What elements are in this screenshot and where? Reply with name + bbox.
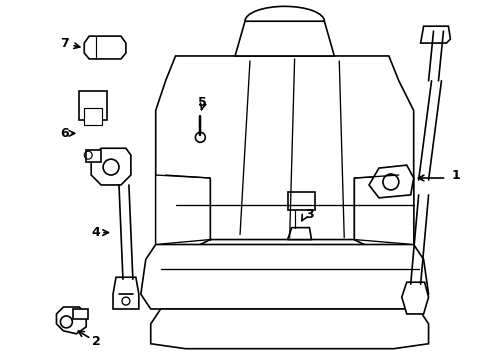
- Text: 5: 5: [198, 96, 206, 109]
- Polygon shape: [155, 175, 210, 244]
- Bar: [287, 192, 315, 210]
- Polygon shape: [420, 26, 449, 43]
- Polygon shape: [150, 309, 427, 349]
- Bar: [84, 108, 102, 125]
- Text: 7: 7: [60, 37, 69, 50]
- Polygon shape: [113, 277, 139, 309]
- Polygon shape: [235, 21, 334, 56]
- Text: 6: 6: [60, 127, 69, 140]
- Polygon shape: [84, 36, 126, 59]
- Bar: [79, 91, 107, 121]
- Text: 1: 1: [451, 168, 460, 181]
- Polygon shape: [368, 165, 413, 198]
- Text: 2: 2: [92, 335, 101, 348]
- Polygon shape: [155, 56, 413, 255]
- Polygon shape: [401, 282, 427, 314]
- Polygon shape: [86, 150, 101, 162]
- Text: 4: 4: [92, 226, 101, 239]
- Polygon shape: [56, 307, 86, 334]
- Polygon shape: [287, 228, 311, 239]
- Polygon shape: [353, 175, 413, 244]
- Polygon shape: [91, 148, 131, 185]
- Bar: [73, 309, 88, 319]
- Polygon shape: [141, 244, 427, 309]
- Text: 3: 3: [305, 208, 313, 221]
